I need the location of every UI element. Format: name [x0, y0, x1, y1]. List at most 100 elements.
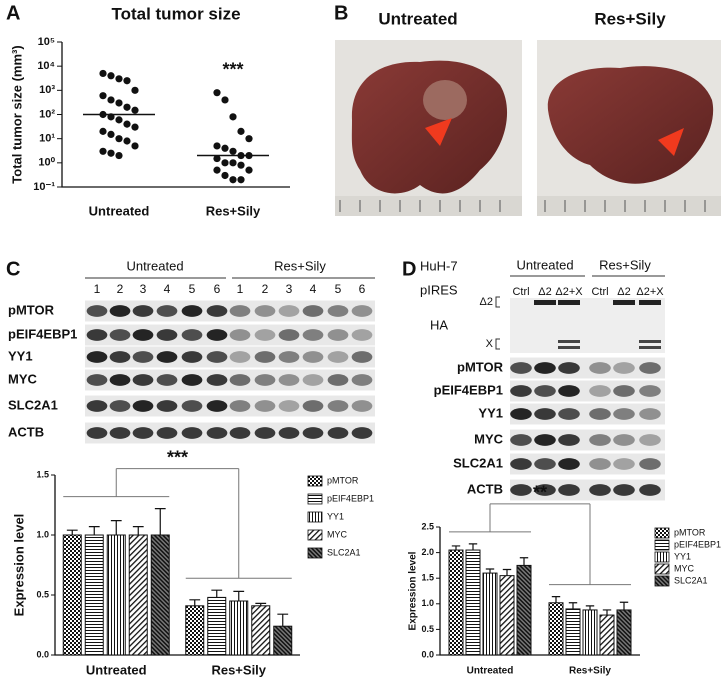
legend-label: SLC2A1 [327, 547, 361, 557]
photo-label: Res+Sily [594, 9, 666, 28]
bar [565, 608, 581, 656]
blot-row-label: SLC2A1 [8, 397, 58, 412]
blot-band [278, 351, 300, 363]
blot-band [254, 374, 276, 386]
blot-band [109, 305, 131, 317]
error-bar [88, 526, 100, 535]
legend-label: pEIF4EBP1 [674, 539, 721, 549]
blot-band [229, 374, 251, 386]
x-tick-label: Res+Sily [206, 203, 261, 218]
bar [150, 534, 170, 656]
point [237, 176, 245, 184]
blot-row-label: SLC2A1 [453, 455, 503, 470]
lane-label: 1 [94, 282, 101, 296]
bar [548, 602, 564, 656]
blot-band [132, 374, 154, 386]
blot-band [132, 305, 154, 317]
bracket [449, 503, 531, 533]
bar [582, 609, 598, 656]
point [213, 154, 221, 163]
blot-row-label: pMTOR [8, 302, 55, 317]
lane-label: 3 [140, 282, 147, 296]
annotation: *** [167, 447, 188, 467]
blot-band [534, 434, 556, 446]
point [107, 72, 115, 80]
blot-band [327, 374, 349, 386]
bar [448, 549, 464, 656]
y-tick-label: 10² [39, 108, 55, 120]
blot-band [351, 329, 373, 341]
blot-band [86, 351, 108, 363]
bar [128, 534, 148, 656]
x-tick-label: Untreated [89, 203, 150, 218]
legend-label: MYC [674, 563, 695, 573]
blot-band [613, 408, 635, 420]
blot-band [351, 351, 373, 363]
blot-band [229, 351, 251, 363]
bar [185, 605, 205, 656]
blot-band [302, 427, 324, 439]
blot-band [156, 329, 178, 341]
lane-label: 3 [286, 282, 293, 296]
blot-band [589, 484, 611, 496]
blot-band [558, 362, 580, 374]
legend-label: pMTOR [674, 527, 706, 537]
error-bar [619, 601, 629, 610]
cell-line: HuH-7 [420, 258, 458, 273]
point [237, 127, 245, 135]
blot-row-label: MYC [474, 431, 504, 446]
legend-swatch [307, 493, 323, 505]
blot-row-label: pMTOR [457, 359, 504, 374]
point [115, 75, 123, 83]
blot-band [206, 329, 228, 341]
group-label: Res+Sily [599, 257, 651, 272]
point [221, 96, 229, 104]
blot-band [510, 484, 532, 496]
blot-band [206, 351, 228, 363]
point [123, 77, 131, 85]
error-bar [189, 599, 201, 606]
blot-band [86, 374, 108, 386]
blot-band [558, 484, 580, 496]
blot-band [558, 346, 580, 349]
point [123, 137, 131, 145]
legend-swatch [307, 511, 323, 523]
error-bar [502, 568, 512, 576]
panel-label: C [6, 258, 20, 280]
error-bar [568, 602, 578, 609]
blot-band [229, 305, 251, 317]
blot-band [86, 305, 108, 317]
bar [229, 600, 249, 656]
y-axis-label: Total tumor size (mm³) [9, 45, 24, 183]
legend-label: SLC2A1 [674, 575, 708, 585]
lane-label: 6 [359, 282, 366, 296]
blot-band [613, 434, 635, 446]
point [229, 176, 237, 184]
blot-band [613, 458, 635, 470]
photo [537, 40, 721, 216]
y-tick-label: 10³ [39, 84, 55, 96]
blot-band [229, 427, 251, 439]
legend-label: pEIF4EBP1 [327, 493, 374, 503]
blot-row-label: ACTB [8, 424, 44, 439]
blot-band [109, 427, 131, 439]
ha-band-label: Δ2 [480, 296, 493, 308]
blot-band [206, 305, 228, 317]
group-label: Res+Sily [274, 258, 326, 273]
blot-band [639, 300, 661, 305]
legend-swatch [654, 575, 670, 587]
blot-band [613, 484, 635, 496]
blot-band [109, 400, 131, 412]
blot-band [613, 362, 635, 374]
blot-band [510, 408, 532, 420]
blot-band [278, 374, 300, 386]
blot-band [639, 434, 661, 446]
blot-band [278, 305, 300, 317]
bar [106, 534, 126, 656]
blot-band [254, 400, 276, 412]
blot-band [156, 374, 178, 386]
bracket [549, 503, 631, 586]
blot-band [302, 374, 324, 386]
point [123, 120, 131, 128]
